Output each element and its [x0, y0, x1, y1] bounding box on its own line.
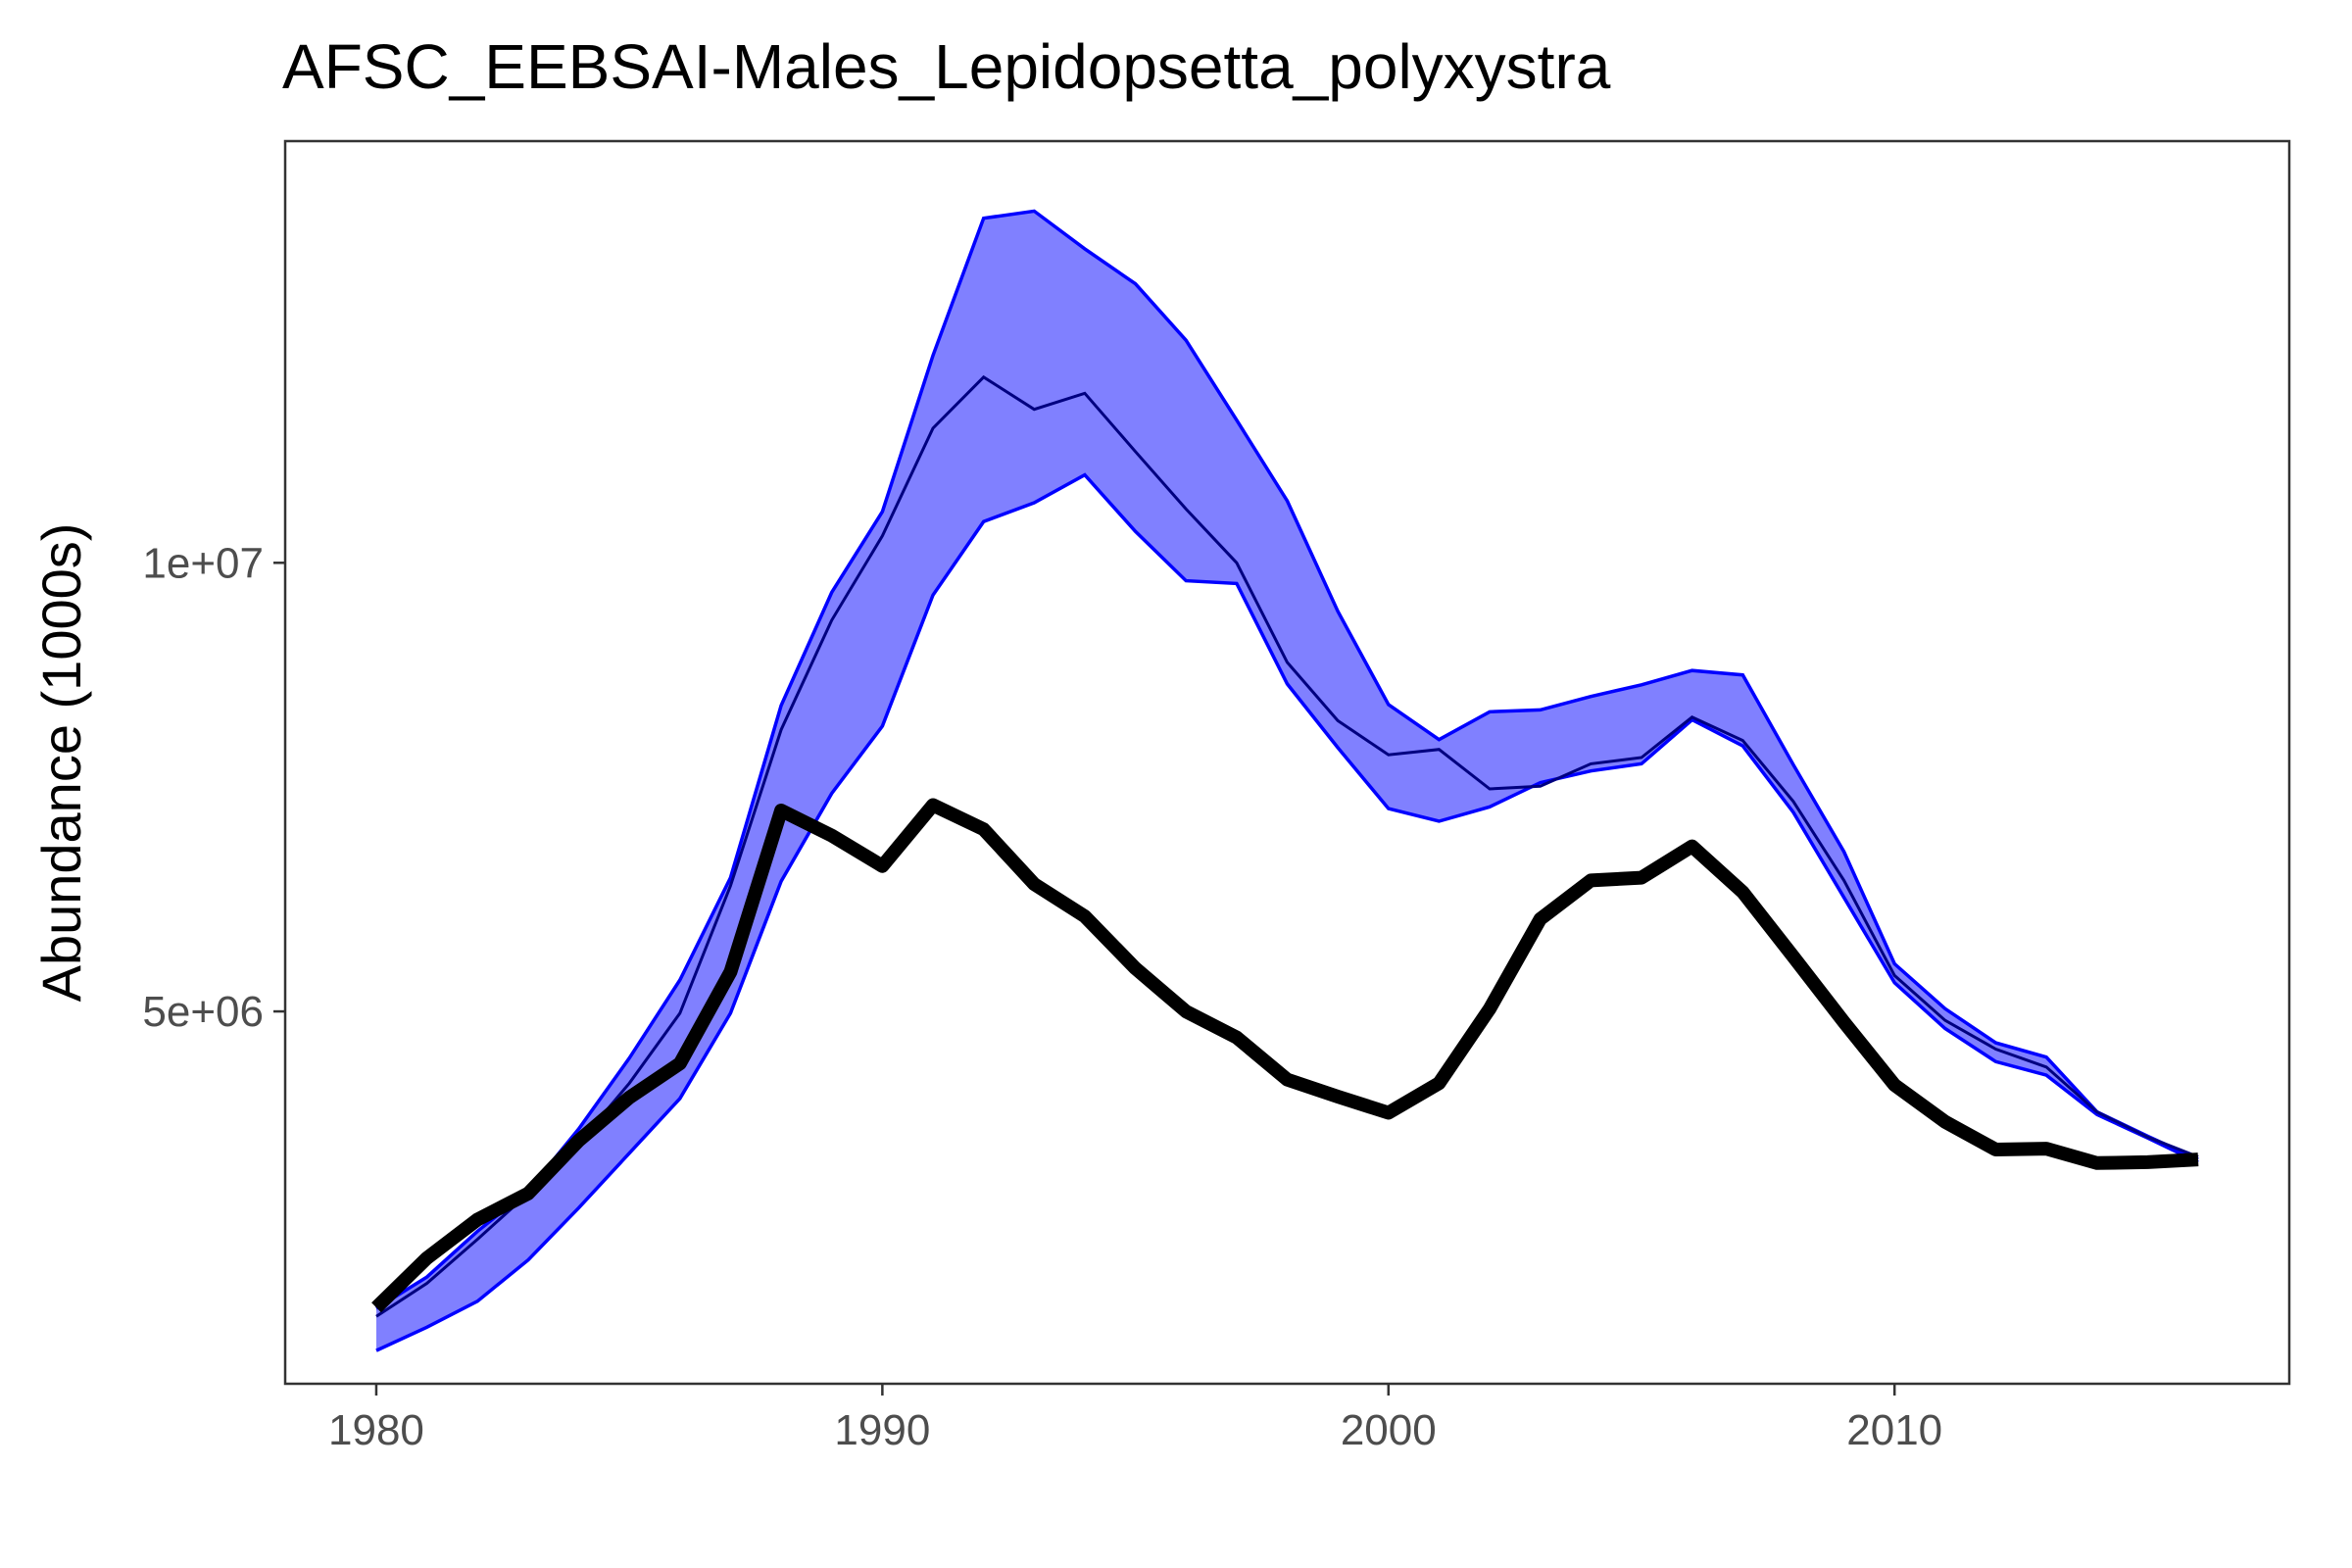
lower-bound-line	[375, 472, 2199, 1352]
upper-bound-line	[375, 209, 2199, 1310]
x-tick-label: 2010	[1846, 1406, 1942, 1454]
y-tick-label: 1e+07	[142, 539, 264, 587]
y-tick-label: 5e+06	[142, 988, 264, 1036]
chart-title: AFSC_EEBSAI-Males_Lepidopsetta_polyxystr…	[282, 31, 1611, 102]
y-axis-label: Abundance (1000s)	[30, 523, 92, 1003]
x-axis: 1980 1990 2000 2010	[328, 1384, 1942, 1454]
x-tick-label: 2000	[1341, 1406, 1437, 1454]
x-tick-label: 1990	[834, 1406, 930, 1454]
median-series-line	[375, 374, 2199, 1318]
y-axis: 5e+06 1e+07	[142, 539, 285, 1036]
plot-panel	[283, 139, 2291, 1386]
data-points	[375, 805, 2199, 1308]
x-tick-label: 1980	[328, 1406, 424, 1454]
